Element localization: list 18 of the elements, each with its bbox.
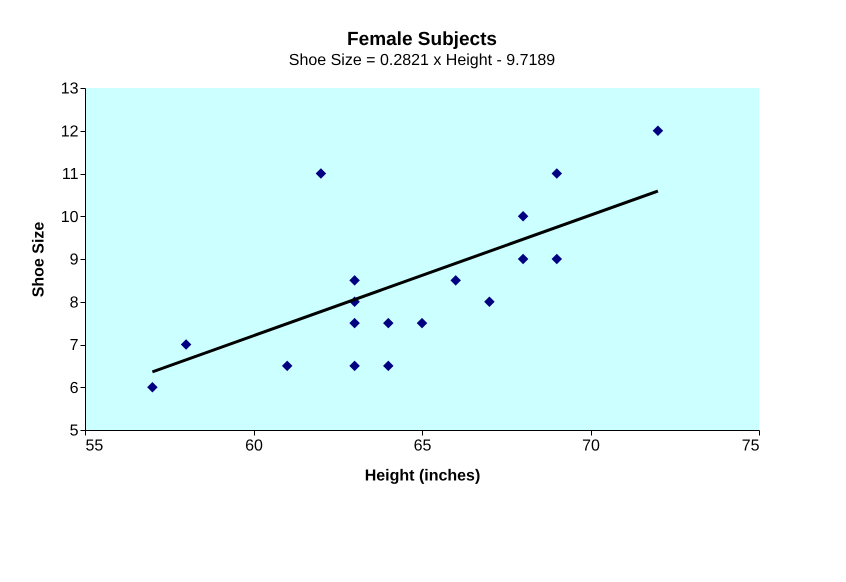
chart-title: Female Subjects bbox=[347, 29, 497, 50]
y-tick-label: 13 bbox=[60, 80, 79, 98]
x-tick-label: 60 bbox=[245, 438, 263, 454]
y-tick-label: 7 bbox=[70, 337, 79, 354]
y-tick-label: 10 bbox=[60, 208, 79, 226]
y-tick-label: 12 bbox=[60, 123, 79, 140]
x-tick-label: 70 bbox=[582, 438, 600, 454]
y-tick-label: 9 bbox=[70, 252, 79, 268]
y-tick-label: 6 bbox=[70, 380, 79, 397]
y-tick-label: 8 bbox=[70, 294, 79, 312]
chart-subtitle: Shoe Size = 0.2821 x Height - 9.7189 bbox=[288, 52, 556, 69]
y-axis-title: Shoe Size bbox=[30, 222, 48, 298]
x-axis-title: Height (inches) bbox=[364, 468, 480, 484]
y-tick-label: 5 bbox=[70, 422, 79, 440]
x-tick-label: 55 bbox=[86, 438, 104, 454]
x-tick-label: 65 bbox=[414, 438, 432, 454]
x-tick-label: 75 bbox=[742, 438, 760, 454]
y-tick-label: 11 bbox=[62, 166, 79, 183]
